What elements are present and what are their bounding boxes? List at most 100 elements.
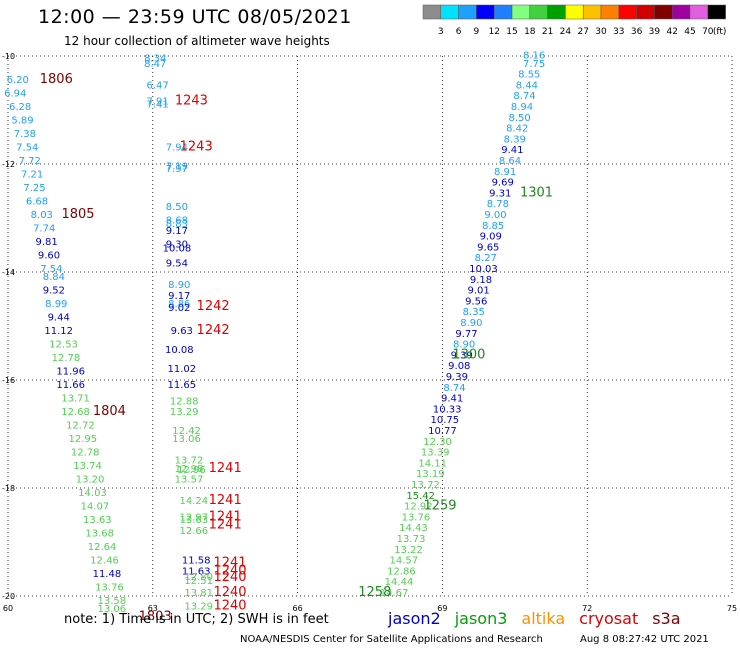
data-point: 8.84 bbox=[43, 272, 65, 283]
page-title: 12:00 — 23:59 UTC 08/05/2021 bbox=[38, 6, 352, 28]
time-label: 1803 bbox=[139, 609, 172, 620]
data-point: 8.16 bbox=[523, 51, 545, 62]
data-point: 7.41 bbox=[146, 99, 168, 110]
data-point: 7.19 bbox=[166, 161, 188, 172]
data-point: 13.19 bbox=[416, 469, 445, 480]
time-label: 1241 bbox=[213, 555, 246, 570]
legend-label: 70 bbox=[702, 27, 714, 37]
wave-height-chart: 60 63 66 69 72 75 -10 -12 -14 -16 -18 -20 6.20 6.94 6.… bbox=[2, 51, 737, 620]
legend-label: 12 bbox=[488, 27, 499, 37]
data-point: 13.72 bbox=[175, 456, 204, 467]
legend-label: 27 bbox=[577, 27, 588, 37]
data-point: 9.18 bbox=[470, 275, 492, 286]
data-point: 12.88 bbox=[170, 396, 199, 407]
data-point: 7.38 bbox=[14, 129, 36, 140]
page-subtitle: 12 hour collection of altimeter wave hei… bbox=[64, 34, 330, 48]
legend-label: (ft) bbox=[713, 27, 727, 37]
satellite-legend-cryosat: cryosat bbox=[579, 609, 639, 628]
y-tick-label: -14 bbox=[2, 268, 15, 277]
data-point: 13.39 bbox=[421, 448, 450, 459]
data-point: 8.68 bbox=[166, 215, 188, 226]
data-point: 10.33 bbox=[433, 404, 462, 415]
data-point: 11.63 bbox=[182, 566, 211, 577]
legend-label: 9 bbox=[474, 27, 480, 37]
data-point: 14.24 bbox=[179, 496, 208, 507]
data-point: 6.28 bbox=[9, 102, 31, 113]
data-point: 10.08 bbox=[163, 244, 192, 255]
data-point: 8.27 bbox=[475, 253, 497, 264]
data-point: 9.56 bbox=[465, 296, 487, 307]
legend-label: 6 bbox=[456, 27, 462, 37]
data-point: 14.44 bbox=[385, 577, 414, 588]
data-point: 9.02 bbox=[168, 303, 190, 314]
data-point: 6.20 bbox=[7, 75, 29, 86]
data-point: 9.39 bbox=[451, 350, 473, 361]
data-point: 9.65 bbox=[477, 242, 499, 253]
data-point: 7.54 bbox=[16, 143, 38, 154]
data-point: 14.11 bbox=[418, 458, 447, 469]
data-point: 9.81 bbox=[35, 237, 57, 248]
satellite-legend-s3a: s3a bbox=[652, 609, 681, 628]
data-point: 8.39 bbox=[504, 134, 526, 145]
legend-label: 30 bbox=[595, 27, 607, 37]
data-point: 7.97 bbox=[166, 164, 188, 175]
data-point: 14.03 bbox=[78, 488, 107, 499]
data-point: 12.95 bbox=[68, 434, 97, 445]
time-label: 1241 bbox=[209, 518, 242, 533]
data-point: 13.63 bbox=[83, 515, 112, 526]
legend-label: 39 bbox=[649, 27, 661, 37]
time-label: 1805 bbox=[61, 207, 94, 222]
data-point: 8.74 bbox=[443, 383, 465, 394]
data-point: 8.91 bbox=[494, 167, 516, 178]
legend-label: 18 bbox=[524, 27, 536, 37]
data-point: 12.42 bbox=[172, 426, 201, 437]
time-label: 1243 bbox=[180, 140, 213, 155]
x-tick-label: 69 bbox=[437, 604, 447, 613]
data-point: 9.17 bbox=[168, 291, 190, 302]
data-point: 12.97 bbox=[179, 512, 208, 523]
data-point: 13.57 bbox=[175, 475, 204, 486]
data-point: 7.54 bbox=[40, 264, 62, 275]
data-point: 8.03 bbox=[31, 210, 53, 221]
data-point: 12.78 bbox=[52, 353, 81, 364]
data-point: 12.53 bbox=[49, 340, 78, 351]
data-point: 12.92 bbox=[404, 502, 433, 513]
data-point: 11.65 bbox=[167, 380, 196, 391]
data-point: 14.43 bbox=[399, 523, 428, 534]
data-point: 8.50 bbox=[166, 202, 188, 213]
satellite-legend: jason2 jason3 altika cryosat s3a bbox=[388, 609, 695, 628]
data-point: 13.76 bbox=[95, 583, 124, 594]
data-point: 8.34 bbox=[144, 53, 166, 64]
data-point: 11.02 bbox=[167, 364, 196, 375]
data-point: 9.41 bbox=[441, 394, 463, 405]
data-point: 13.58 bbox=[97, 596, 126, 607]
data-point: 8.64 bbox=[499, 156, 521, 167]
data-point: 8.99 bbox=[45, 299, 67, 310]
data-point: 8.78 bbox=[487, 199, 509, 210]
satellite-legend-jason2: jason2 bbox=[388, 609, 441, 628]
legend-label: 24 bbox=[560, 27, 572, 37]
data-point: 7.21 bbox=[21, 170, 43, 181]
legend-label: 3 bbox=[438, 27, 444, 37]
data-point: 8.86 bbox=[168, 299, 190, 310]
data-point: 9.63 bbox=[171, 326, 193, 337]
y-tick-label: -20 bbox=[2, 592, 15, 601]
footer-credit: NOAA/NESDIS Center for Satellite Applica… bbox=[240, 634, 543, 645]
data-point: 9.41 bbox=[501, 145, 523, 156]
data-point: 6.47 bbox=[146, 80, 168, 91]
y-tick-label: -16 bbox=[2, 376, 15, 385]
data-point: 13.22 bbox=[394, 545, 423, 556]
data-point: 12.98 bbox=[175, 464, 204, 475]
data-point: 8.85 bbox=[482, 221, 504, 232]
data-point: 8.44 bbox=[516, 80, 538, 91]
data-point: 14.67 bbox=[380, 588, 409, 599]
time-label: 1300 bbox=[452, 347, 485, 362]
data-point: 12.64 bbox=[88, 542, 117, 553]
data-point: 7.94 bbox=[166, 143, 188, 154]
legend-label: 36 bbox=[631, 27, 643, 37]
data-point: 9.39 bbox=[446, 372, 468, 383]
data-point: 5.89 bbox=[11, 116, 33, 127]
data-point: 6.94 bbox=[4, 89, 26, 100]
data-point: 12.86 bbox=[387, 566, 416, 577]
time-label: 1258 bbox=[358, 585, 391, 600]
